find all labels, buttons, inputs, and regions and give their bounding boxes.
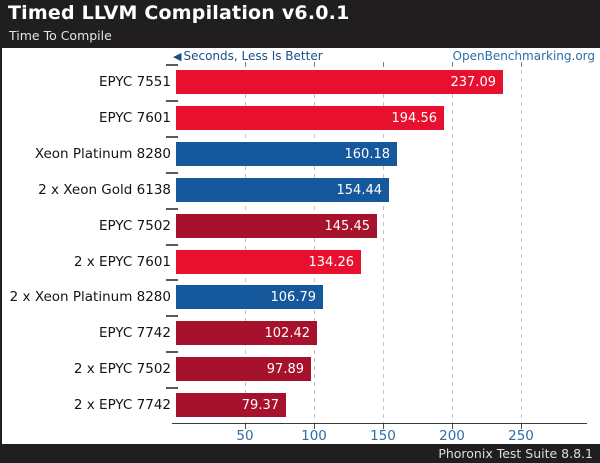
value-label: 160.18 (344, 147, 391, 162)
row-boundary-tick (166, 64, 178, 66)
value-label: 145.45 (324, 219, 371, 234)
value-label: 194.56 (391, 111, 438, 126)
x-tick-label: 50 (236, 428, 254, 444)
gridline (521, 62, 522, 423)
left-arrow-icon: ◀ (173, 50, 182, 63)
less-is-better-label: Seconds, Less Is Better (183, 49, 323, 63)
category-label: Xeon Platinum 8280 (34, 146, 171, 162)
chart-subtitle: Time To Compile (9, 28, 112, 43)
value-label: 79.37 (241, 398, 279, 413)
axis-tick (314, 424, 315, 429)
row-boundary-tick (166, 243, 178, 246)
row-boundary-tick (166, 315, 178, 318)
axis-tick (452, 424, 453, 429)
value-label: 102.42 (264, 326, 311, 341)
value-label: 237.09 (450, 75, 497, 90)
bar: 154.44 (176, 178, 389, 202)
gridline (245, 62, 246, 423)
footer-bar: Phoronix Test Suite 8.8.1 (0, 444, 600, 463)
bar: 145.45 (176, 214, 377, 238)
value-label: 134.26 (308, 255, 355, 270)
axis-tick (383, 62, 384, 67)
category-label: EPYC 7742 (99, 325, 171, 341)
axis-tick (245, 62, 246, 67)
row-boundary-tick (166, 387, 178, 390)
x-tick-label: 200 (439, 428, 465, 444)
category-label: 2 x EPYC 7502 (73, 361, 171, 377)
row-boundary-tick (166, 171, 178, 174)
row-boundary-tick (166, 99, 178, 102)
chart-title: Timed LLVM Compilation v6.0.1 (8, 2, 350, 24)
bar: 97.89 (176, 357, 311, 381)
axis-tick (245, 424, 246, 429)
category-label: EPYC 7551 (99, 74, 171, 90)
value-label: 97.89 (266, 362, 304, 377)
gridline (383, 62, 384, 423)
category-label: 2 x EPYC 7601 (73, 254, 171, 270)
bar: 194.56 (176, 106, 444, 130)
axis-tick (521, 424, 522, 429)
gridline (314, 62, 315, 423)
plot-area: 237.09 194.56 160.18 154.44 145.45 134.26 106.… (166, 62, 587, 429)
bar: 102.42 (176, 321, 317, 345)
row-boundary-tick (166, 279, 178, 282)
bar: 79.37 (176, 393, 286, 417)
bar: 160.18 (176, 142, 397, 166)
bar: 237.09 (176, 70, 503, 94)
x-tick-label: 150 (370, 428, 396, 444)
axis-unit-label: ◀ Seconds, Less Is Better (173, 49, 323, 63)
gridline (452, 62, 453, 423)
category-label: 2 x Xeon Gold 6138 (38, 182, 171, 198)
value-label: 106.79 (270, 290, 317, 305)
x-tick-label: 250 (508, 428, 534, 444)
category-label: 2 x Xeon Platinum 8280 (9, 289, 171, 305)
row-boundary-tick (166, 135, 178, 138)
row-boundary-tick (166, 351, 178, 354)
openbenchmarking-link[interactable]: OpenBenchmarking.org (452, 49, 595, 63)
axis-tick (521, 62, 522, 67)
phoronix-version-label: Phoronix Test Suite 8.8.1 (438, 446, 593, 461)
value-label: 154.44 (336, 183, 383, 198)
row-boundary-tick (166, 207, 178, 210)
window-left-border (0, 0, 2, 463)
category-label: EPYC 7502 (99, 218, 171, 234)
axis-tick (314, 62, 315, 67)
category-label: 2 x EPYC 7742 (73, 397, 171, 413)
bar: 106.79 (176, 285, 323, 309)
category-label: EPYC 7601 (99, 110, 171, 126)
bar: 134.26 (176, 250, 361, 274)
x-tick-label: 100 (301, 428, 327, 444)
axis-tick (452, 62, 453, 67)
axis-tick (383, 424, 384, 429)
x-axis-line (172, 423, 587, 424)
header-bar: Timed LLVM Compilation v6.0.1 Time To Co… (0, 0, 600, 48)
